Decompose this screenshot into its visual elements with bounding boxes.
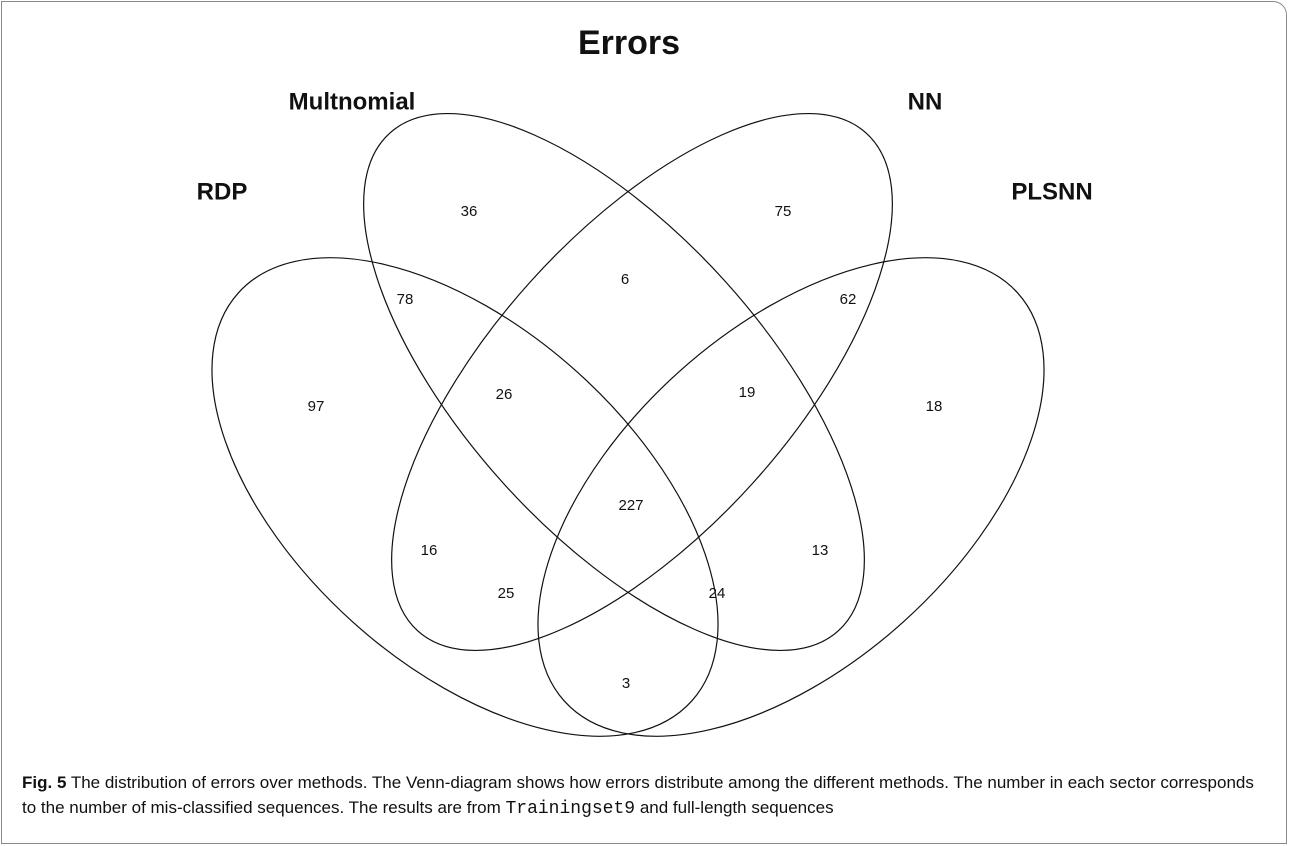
- set-label: NN: [908, 88, 943, 115]
- region-count: 36: [461, 203, 478, 220]
- region-count: 6: [621, 271, 629, 288]
- region-count: 78: [397, 291, 414, 308]
- region-count: 16: [421, 542, 438, 559]
- region-count: 25: [498, 585, 515, 602]
- region-count: 3: [622, 675, 630, 692]
- region-count: 19: [739, 384, 756, 401]
- caption-code: Trainingset9: [505, 799, 636, 819]
- caption-tail: and full-length sequences: [635, 798, 834, 817]
- region-count: 97: [308, 398, 325, 415]
- set-ellipse: [363, 112, 865, 652]
- region-count: 13: [812, 542, 829, 559]
- region-count: 62: [840, 291, 857, 308]
- set-label: RDP: [197, 178, 248, 205]
- region-count: 24: [709, 585, 726, 602]
- set-ellipse: [537, 257, 1045, 737]
- caption-label: Fig. 5: [22, 773, 67, 792]
- region-count: 75: [775, 203, 792, 220]
- region-count: 18: [926, 398, 943, 415]
- region-count: 227: [618, 497, 643, 514]
- region-count: 26: [496, 386, 513, 403]
- set-label: PLSNN: [1011, 178, 1092, 205]
- venn-diagram: Errors Multnomial NN RDP PLSNN 36 75 78 6 62 97 26…: [197, 24, 1093, 737]
- set-ellipse: [391, 112, 893, 652]
- caption-text: The distribution of errors over methods.…: [22, 773, 1254, 817]
- caption: Fig. 5 The distribution of errors over m…: [22, 770, 1272, 822]
- set-label: Multnomial: [289, 88, 416, 115]
- figure-title: Errors: [578, 24, 680, 62]
- set-ellipse: [211, 257, 719, 737]
